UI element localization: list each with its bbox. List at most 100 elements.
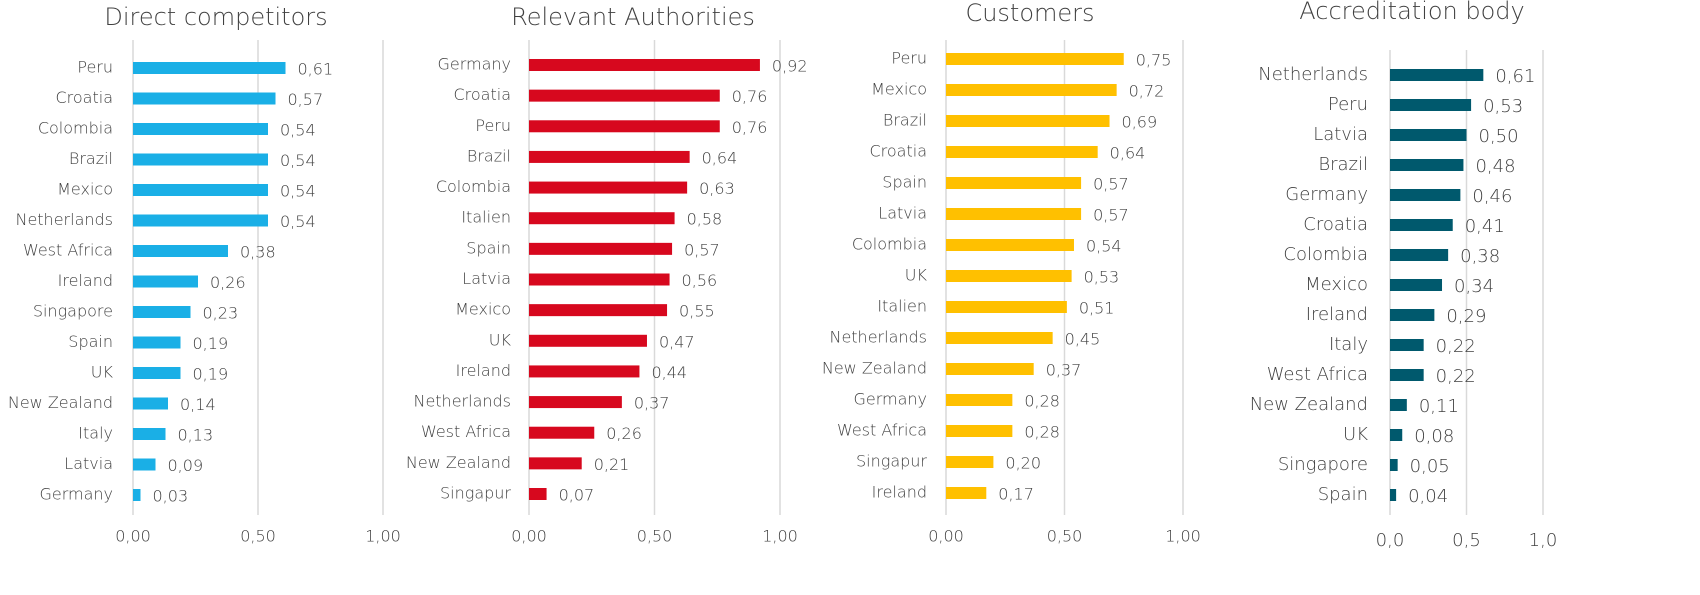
value-label: 0,64 [702, 148, 738, 167]
bar [133, 458, 156, 471]
x-tick-label: 1,00 [762, 527, 798, 546]
bar [1390, 339, 1424, 351]
x-tick-label: 0,00 [511, 527, 547, 546]
bar [133, 92, 276, 105]
bar [529, 488, 547, 500]
y-tick-label: Peru [77, 58, 113, 77]
y-tick-label: Brazil [467, 146, 511, 165]
value-label: 0,26 [210, 273, 246, 292]
bar [133, 336, 181, 349]
bar [529, 273, 670, 286]
x-tick-label: 0,50 [240, 527, 276, 546]
x-tick-label: 0,50 [637, 527, 673, 546]
y-tick-label: Germany [39, 485, 113, 504]
value-label: 0,72 [1129, 82, 1165, 101]
y-tick-label: Spain [466, 238, 511, 257]
bar [133, 397, 168, 410]
y-tick-label: Latvia [462, 269, 511, 288]
bar [946, 146, 1098, 158]
value-label: 0,53 [1483, 96, 1523, 117]
bar [946, 53, 1124, 65]
y-tick-label: Mexico [57, 180, 113, 199]
value-label: 0,19 [193, 365, 229, 384]
y-tick-label: West Africa [837, 421, 927, 440]
y-tick-label: Ireland [1306, 304, 1368, 325]
bar [946, 425, 1013, 437]
bar [946, 456, 994, 468]
value-label: 0,92 [772, 57, 808, 76]
value-label: 0,13 [178, 426, 214, 445]
y-tick-label: Italien [461, 208, 511, 227]
value-label: 0,56 [682, 271, 718, 290]
value-label: 0,37 [634, 394, 670, 413]
y-tick-label: UK [1343, 424, 1368, 445]
bar [1390, 309, 1435, 321]
y-tick-label: Brazil [1318, 154, 1368, 175]
value-label: 0,48 [1475, 156, 1515, 177]
y-tick-label: Croatia [55, 88, 113, 107]
bar [133, 62, 286, 74]
bar [529, 396, 622, 409]
value-label: 0,57 [288, 90, 324, 109]
y-tick-label: Colombia [1283, 244, 1368, 265]
chart-title: Customers [965, 0, 1094, 27]
value-label: 0,51 [1079, 299, 1115, 318]
bar [946, 84, 1117, 96]
value-label: 0,04 [1408, 486, 1448, 507]
bar [529, 426, 595, 439]
x-tick-label: 1,00 [1165, 527, 1201, 546]
y-tick-label: Italien [877, 297, 927, 316]
value-label: 0,54 [1086, 237, 1122, 256]
y-tick-label: Peru [891, 49, 927, 68]
y-tick-label: Latvia [64, 454, 113, 473]
value-label: 0,54 [280, 212, 316, 231]
value-label: 0,19 [193, 334, 229, 353]
value-label: 0,21 [594, 455, 630, 474]
bar [946, 301, 1067, 313]
value-label: 0,34 [1454, 276, 1494, 297]
x-tick-label: 0,00 [928, 527, 964, 546]
value-label: 0,46 [1472, 186, 1512, 207]
bar [1390, 159, 1464, 171]
value-label: 0,61 [1495, 66, 1535, 87]
bar [529, 181, 688, 194]
value-label: 0,08 [1414, 426, 1454, 447]
bar [946, 177, 1082, 189]
y-tick-label: Latvia [878, 204, 927, 223]
value-label: 0,22 [1436, 366, 1476, 387]
value-label: 0,47 [659, 332, 695, 351]
y-tick-label: New Zealand [822, 359, 927, 378]
bar [133, 367, 181, 379]
value-label: 0,76 [732, 87, 768, 106]
value-label: 0,23 [203, 304, 239, 323]
y-tick-label: Ireland [456, 361, 511, 380]
bar [1390, 369, 1424, 381]
bar [946, 394, 1013, 406]
y-tick-label: Netherlands [829, 328, 927, 347]
y-tick-label: Singapore [1278, 454, 1368, 475]
y-tick-label: Mexico [871, 80, 927, 99]
bar [133, 306, 191, 318]
bar [133, 214, 268, 227]
value-label: 0,50 [1479, 126, 1519, 147]
value-label: 0,57 [1093, 175, 1129, 194]
value-label: 0,55 [679, 302, 715, 321]
y-tick-label: Brazil [883, 111, 927, 130]
y-tick-label: Croatia [1303, 214, 1368, 235]
value-label: 0,57 [1093, 206, 1129, 225]
y-tick-label: Ireland [58, 271, 113, 290]
value-label: 0,26 [606, 424, 642, 443]
bar [529, 365, 640, 378]
bar [1390, 69, 1484, 81]
bar [529, 242, 673, 255]
bar [1390, 99, 1472, 111]
value-label: 0,09 [168, 456, 204, 475]
value-label: 0,20 [1005, 454, 1041, 473]
bar [529, 304, 668, 317]
chart-title: Accreditation body [1299, 0, 1524, 25]
bar [946, 208, 1082, 220]
y-tick-label: Mexico [1305, 274, 1368, 295]
y-tick-label: Croatia [869, 142, 927, 161]
y-tick-label: Germany [853, 390, 927, 409]
y-tick-label: Mexico [455, 300, 511, 319]
